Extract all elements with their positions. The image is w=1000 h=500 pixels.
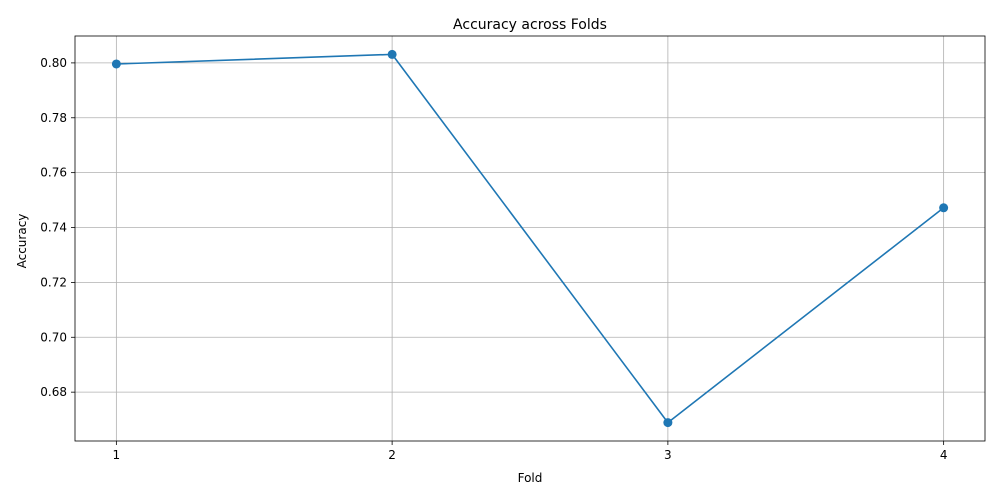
y-tick-label: 0.72 — [40, 275, 67, 289]
y-tick-label: 0.74 — [40, 221, 67, 235]
data-point — [939, 203, 949, 213]
y-axis-label: Accuracy — [15, 214, 29, 269]
axis-ticks: 1 2 3 4 0.68 0.70 0.72 0.74 0.76 0.78 0.80 — [40, 56, 947, 462]
data-point — [387, 49, 397, 59]
y-tick-label: 0.80 — [40, 56, 67, 70]
x-tick-label: 4 — [940, 448, 948, 462]
grid-lines — [75, 36, 985, 441]
y-tick-label: 0.68 — [40, 385, 67, 399]
y-tick-label: 0.76 — [40, 166, 67, 180]
y-tick-label: 0.78 — [40, 111, 67, 125]
y-tick-label: 0.70 — [40, 330, 67, 344]
plot-area-frame — [74, 35, 986, 442]
x-tick-label: 2 — [388, 448, 396, 462]
data-point — [111, 59, 121, 69]
x-tick-label: 1 — [113, 448, 121, 462]
x-tick-label: 3 — [664, 448, 672, 462]
data-series — [111, 49, 949, 428]
data-point — [663, 418, 673, 428]
series-line — [116, 53, 945, 424]
chart-title: Accuracy across Folds — [453, 17, 607, 33]
x-axis-label: Fold — [518, 471, 543, 485]
